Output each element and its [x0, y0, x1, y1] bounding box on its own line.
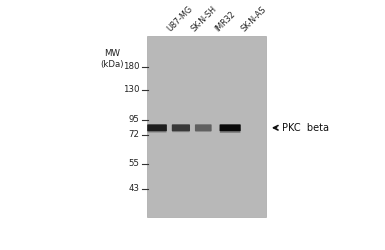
Text: 43: 43 — [128, 184, 139, 193]
Text: 55: 55 — [128, 159, 139, 168]
Text: PKC  beta: PKC beta — [282, 123, 329, 133]
FancyBboxPatch shape — [147, 36, 266, 217]
FancyBboxPatch shape — [219, 124, 241, 131]
FancyBboxPatch shape — [172, 129, 190, 132]
Text: SK-N-SH: SK-N-SH — [189, 5, 218, 34]
Text: IMR32: IMR32 — [213, 10, 237, 34]
FancyBboxPatch shape — [195, 129, 211, 132]
Text: 72: 72 — [128, 130, 139, 140]
Text: 130: 130 — [123, 85, 139, 94]
FancyBboxPatch shape — [220, 128, 240, 133]
Text: SK-N-AS: SK-N-AS — [240, 5, 269, 34]
FancyBboxPatch shape — [147, 129, 167, 132]
Text: 180: 180 — [123, 62, 139, 71]
FancyBboxPatch shape — [172, 124, 190, 131]
Text: U87-MG: U87-MG — [166, 5, 194, 34]
Text: MW
(kDa): MW (kDa) — [100, 49, 124, 69]
FancyBboxPatch shape — [147, 124, 167, 131]
Text: 95: 95 — [128, 115, 139, 124]
FancyBboxPatch shape — [195, 124, 212, 131]
